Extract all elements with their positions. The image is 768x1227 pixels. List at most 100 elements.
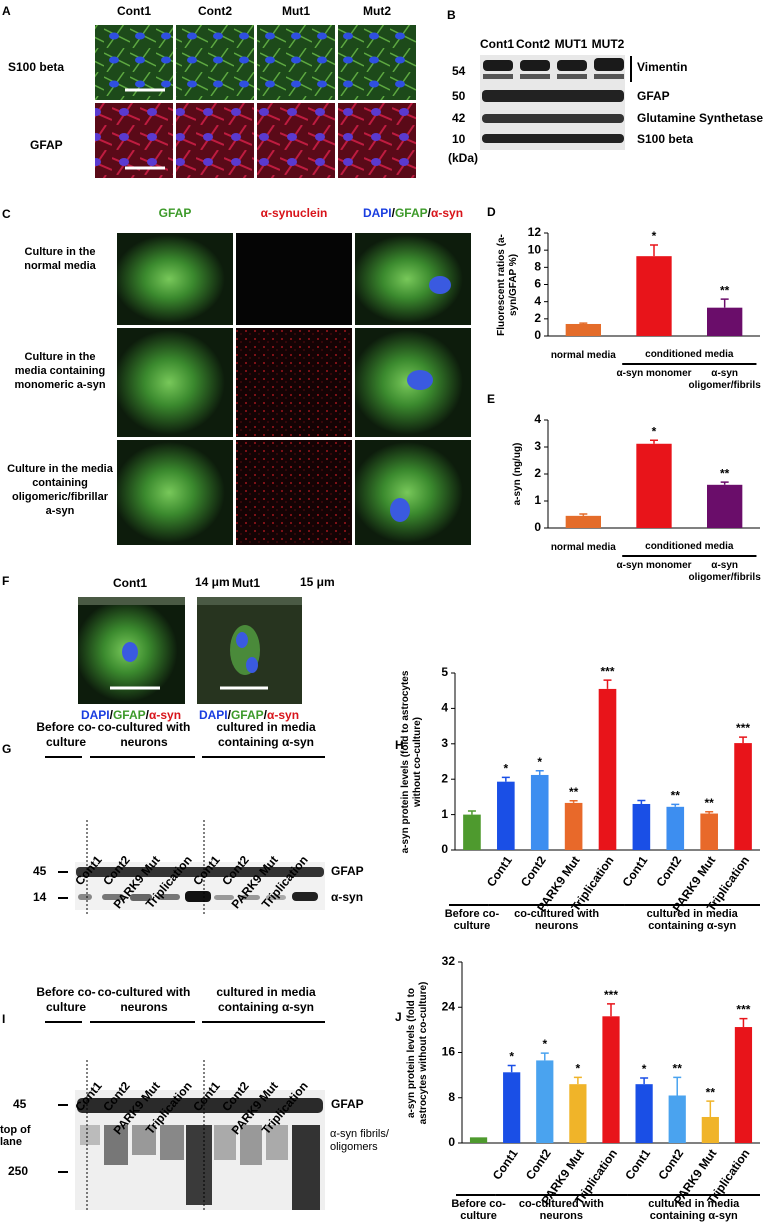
significance: *** xyxy=(604,988,618,1002)
significance: *** xyxy=(600,664,614,678)
group-label: Before co-culture xyxy=(36,720,96,749)
y-tick-label: 0 xyxy=(441,842,448,856)
error-bar xyxy=(650,244,658,257)
bar xyxy=(497,781,515,850)
western-blot xyxy=(480,55,632,150)
x-tick-label: Cont2 xyxy=(518,853,549,889)
band-label: α-syn fibrils/ oligomers xyxy=(330,1128,389,1153)
row-label: S100 beta xyxy=(8,60,64,74)
y-tick-label: 32 xyxy=(442,954,456,968)
x-tick-label: α-syn monomer xyxy=(616,368,692,379)
error-bar xyxy=(640,1077,649,1085)
panel-letter: E xyxy=(487,392,495,406)
x-tick-label: α-syn oligomer/fibrils xyxy=(688,560,761,583)
bar xyxy=(636,256,672,336)
y-tick-label: 12 xyxy=(528,225,542,239)
bar xyxy=(701,1116,719,1143)
stain: α-syn xyxy=(267,708,299,722)
bar xyxy=(734,743,752,850)
significance: * xyxy=(503,762,508,776)
significance: ** xyxy=(720,466,730,480)
significance: * xyxy=(537,755,542,769)
x-tick-label: α-syn oligomer/fibrils xyxy=(688,368,761,391)
group-label: cultured in media containing α-syn xyxy=(216,985,316,1014)
row-label: Culture in the normal media xyxy=(24,246,96,272)
bar xyxy=(469,1137,488,1143)
x-tick-label: Cont1 xyxy=(490,1146,521,1182)
significance: * xyxy=(542,1037,547,1051)
row-label: Culture in the media containing monomeri… xyxy=(14,351,106,391)
y-tick-label: 8 xyxy=(448,1090,455,1104)
row-label: GFAP xyxy=(30,138,63,152)
bar xyxy=(707,484,743,528)
image-depth: 15 μm xyxy=(300,575,335,589)
stain: / xyxy=(110,708,114,722)
group-label: Before co-culture xyxy=(451,1198,506,1222)
y-tick-label: 8 xyxy=(534,260,541,274)
significance: ** xyxy=(704,796,714,810)
bar xyxy=(636,443,672,528)
lane-label: MUT2 xyxy=(592,37,625,51)
x-tick-label: Cont1 xyxy=(622,1146,653,1182)
bar xyxy=(707,307,743,336)
error-bar xyxy=(705,811,714,814)
image-label: Cont1 xyxy=(113,576,147,590)
x-tick-label: Cont2 xyxy=(653,853,684,889)
error-bar xyxy=(579,513,588,516)
band-label: Vimentin xyxy=(637,60,687,74)
y-tick-label: 5 xyxy=(441,665,448,679)
bar xyxy=(463,814,481,850)
panel-letter: C xyxy=(2,207,11,221)
error-bar xyxy=(507,1064,516,1073)
micrographs xyxy=(78,597,302,704)
stain: DAPI xyxy=(363,206,392,220)
y-tick-label: 4 xyxy=(534,294,541,308)
stain-legend: DAPI/GFAP/α-syn xyxy=(81,708,181,722)
panel-letter: D xyxy=(487,205,496,219)
band-label: Glutamine Synthetase xyxy=(637,111,763,125)
mw-marker: 42 xyxy=(452,111,466,125)
error-bar xyxy=(467,810,476,815)
stain: DAPI xyxy=(81,708,110,722)
column-label: Cont2 xyxy=(198,4,232,18)
error-bar xyxy=(650,439,658,444)
western-blot xyxy=(58,1060,325,1210)
error-bar xyxy=(540,1052,549,1061)
group-label: co-cultured with neurons xyxy=(97,985,191,1014)
y-axis-label: a-syn protein levels (fold to astrocytes… xyxy=(406,981,429,1124)
column-label: Mut1 xyxy=(282,4,310,18)
significance: * xyxy=(642,1062,647,1076)
x-tick-label: Cont1 xyxy=(484,853,515,889)
y-tick-label: 3 xyxy=(534,439,541,453)
error-bar xyxy=(573,1076,582,1085)
y-tick-label: 16 xyxy=(442,1045,456,1059)
error-bar xyxy=(501,776,510,782)
x-tick-label: normal media xyxy=(550,542,616,553)
bar xyxy=(734,1027,753,1143)
lane-label: Cont2 xyxy=(516,37,550,51)
y-tick-label: 24 xyxy=(442,999,456,1013)
panel-letter: G xyxy=(2,742,11,756)
image-label: Mut1 xyxy=(232,576,260,590)
mw-marker: 45 xyxy=(33,864,47,878)
group-label: co-cultured with neurons xyxy=(97,720,191,749)
mw-unit: (kDa) xyxy=(448,151,478,165)
error-bar xyxy=(579,322,588,324)
panel-letter: I xyxy=(2,1012,5,1026)
stain: GFAP xyxy=(231,708,264,722)
x-tick-label: Cont2 xyxy=(523,1146,554,1182)
panel-letter: F xyxy=(2,574,9,588)
y-tick-label: 3 xyxy=(441,736,448,750)
y-tick-label: 6 xyxy=(534,277,541,291)
y-tick-label: 1 xyxy=(441,807,448,821)
error-bar xyxy=(739,736,748,744)
x-tick-label: α-syn monomer xyxy=(616,560,692,571)
image-depth: 14 μm xyxy=(195,575,230,589)
band-label: α-syn xyxy=(331,890,363,904)
group-label: conditioned media xyxy=(645,541,734,552)
error-bar xyxy=(607,1003,615,1017)
significance: ** xyxy=(706,1085,716,1099)
panel-letter: B xyxy=(447,8,456,22)
error-bar xyxy=(720,481,729,485)
